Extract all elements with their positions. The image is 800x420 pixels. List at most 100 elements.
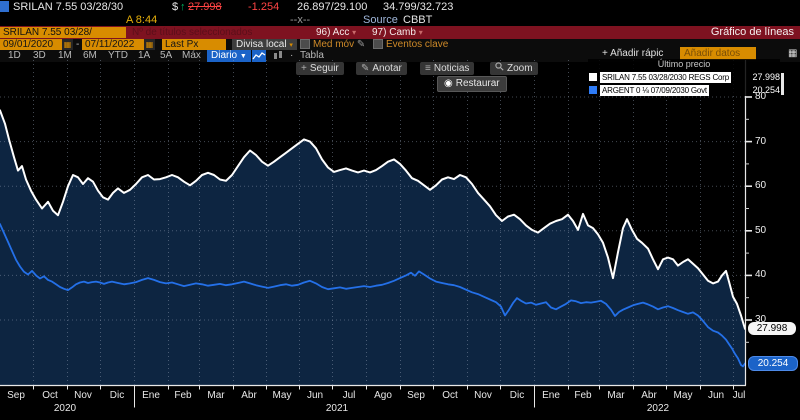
chart-settings-row: 09/01/2020 ▦ - 07/11/2022 ▦ Last Px Divi… bbox=[0, 39, 800, 50]
field-select[interactable]: Last Px bbox=[162, 39, 226, 50]
quote-meta-row: A 8:44 --x-- Source CBBT bbox=[0, 13, 800, 26]
chevron-down-icon: ▾ bbox=[289, 42, 293, 49]
x-axis-month-label: Feb bbox=[574, 390, 592, 401]
frequency-select[interactable]: Diario ▼ bbox=[207, 50, 251, 62]
follow-button[interactable]: + Seguir bbox=[296, 62, 344, 75]
date-to-input[interactable]: 07/11/2022 bbox=[82, 39, 144, 50]
pencil-icon: ✎ bbox=[361, 63, 370, 74]
x-axis-year-label: 2021 bbox=[325, 403, 349, 414]
quick-add-input[interactable]: Añadir datos bbox=[680, 47, 756, 60]
period-6m[interactable]: 6M bbox=[83, 50, 97, 61]
x-axis-month-label: Mar bbox=[207, 390, 225, 401]
menu-edit[interactable]: 97) Camb ▾ bbox=[372, 27, 423, 38]
calendar-icon[interactable]: ▦ bbox=[144, 39, 155, 50]
period-1d[interactable]: 1D bbox=[8, 50, 21, 61]
legend-value: 27.998 bbox=[752, 72, 780, 82]
x-axis-month-label: Mar bbox=[607, 390, 625, 401]
y-axis-tick-label: 30 bbox=[755, 314, 767, 325]
session-indicator: --x-- bbox=[290, 14, 311, 26]
x-axis-month-label: Jul bbox=[342, 390, 356, 401]
last-price-tag-srilan: 27.998 bbox=[748, 322, 796, 335]
last-price-tag-argent: 20.254 bbox=[748, 356, 798, 371]
legend-item-argent[interactable]: ARGENT 0 ⅛ 07/09/2030 Govt 20.254 bbox=[588, 84, 780, 96]
chevron-down-icon: ▾ bbox=[418, 28, 423, 37]
price-currency: $ bbox=[172, 1, 179, 13]
x-axis-month-label: Nov bbox=[474, 390, 492, 401]
news-list-icon: ≡ bbox=[425, 63, 431, 74]
chevron-down-icon: ▼ bbox=[239, 53, 247, 60]
quote-summary-row: SRILAN 7.55 03/28/30 $ ↑ 27.998 -1.254 2… bbox=[0, 0, 800, 13]
line-chart-type-icon[interactable] bbox=[252, 50, 266, 62]
legend-header: Último precio bbox=[657, 59, 711, 69]
dot-separator: · bbox=[290, 50, 294, 61]
checkbox-icon[interactable] bbox=[300, 39, 310, 50]
period-3d[interactable]: 3D bbox=[33, 50, 46, 61]
period-1m[interactable]: 1M bbox=[58, 50, 72, 61]
chart-legend: Último precio SRILAN 7.55 03/28/2030 REG… bbox=[588, 59, 784, 96]
series-swatch-white bbox=[589, 73, 597, 81]
period-1a[interactable]: 1A bbox=[138, 50, 151, 61]
date-from-input[interactable]: 09/01/2020 bbox=[0, 39, 62, 50]
table-button[interactable]: Tabla bbox=[300, 50, 324, 61]
y-axis-tick-label: 40 bbox=[755, 269, 767, 281]
x-axis-month-label: Abr bbox=[241, 390, 257, 401]
line-chart-plot[interactable] bbox=[0, 60, 800, 420]
pencil-icon[interactable]: ✎ bbox=[356, 39, 366, 50]
legend-scrollbar[interactable] bbox=[781, 73, 784, 95]
last-price: 27.998 bbox=[188, 1, 222, 13]
x-axis-month-label: Jun bbox=[306, 390, 324, 401]
x-axis-month-label: Ago bbox=[374, 390, 392, 401]
period-5a[interactable]: 5A bbox=[160, 50, 173, 61]
x-axis-month-label: May bbox=[673, 390, 693, 401]
x-axis-month-label: Ene bbox=[142, 390, 160, 401]
security-class-icon bbox=[0, 1, 9, 12]
annotate-button[interactable]: ✎ Anotar bbox=[356, 62, 407, 75]
legend-item-srilan[interactable]: SRILAN 7.55 03/28/2030 REGS Corp 27.998 bbox=[588, 71, 780, 83]
page-title: Gráfico de líneas bbox=[710, 26, 794, 38]
x-axis-month-label: Oct bbox=[442, 390, 458, 401]
period-ytd[interactable]: YTD bbox=[108, 50, 128, 61]
x-axis-month-label: Sep bbox=[7, 390, 25, 401]
series-swatch-blue bbox=[589, 86, 597, 94]
x-axis-year-label: 2022 bbox=[646, 403, 670, 414]
moving-average-toggle[interactable]: Med móv ✎ bbox=[300, 39, 365, 50]
x-axis-month-label: Ene bbox=[542, 390, 560, 401]
source-value: CBBT bbox=[403, 14, 433, 26]
source-label: Source bbox=[363, 14, 398, 26]
key-events-toggle[interactable]: Eventos clave bbox=[373, 39, 448, 50]
quick-add-button[interactable]: + Añadir rápic bbox=[602, 48, 664, 59]
restore-button[interactable]: ◉ Restaurar bbox=[437, 76, 507, 92]
panel-grid-icon[interactable]: ▦ bbox=[788, 48, 798, 59]
period-max[interactable]: Máx bbox=[182, 50, 201, 61]
x-axis-month-label: Dic bbox=[109, 390, 125, 401]
bid-ask: 26.897/29.100 bbox=[297, 1, 368, 13]
x-axis-month-label: Jun bbox=[707, 390, 725, 401]
price-change: -1.254 bbox=[248, 1, 280, 13]
y-axis-tick-label: 50 bbox=[755, 224, 767, 236]
security-input[interactable]: SRILAN 7.55 03/28/ bbox=[0, 27, 126, 38]
price-up-arrow-icon: ↑ bbox=[180, 1, 186, 13]
legend-value: 20.254 bbox=[752, 85, 780, 95]
news-button[interactable]: ≡ Noticias bbox=[420, 62, 475, 75]
zoom-button[interactable]: Zoom bbox=[490, 62, 538, 75]
yield-values: 34.799/32.723 bbox=[383, 1, 454, 13]
magnifier-icon bbox=[495, 62, 504, 74]
date-separator: - bbox=[76, 39, 80, 50]
y-axis-tick-label: 60 bbox=[755, 180, 767, 192]
calendar-icon[interactable]: ▦ bbox=[62, 39, 73, 50]
x-axis-month-label: Feb bbox=[174, 390, 192, 401]
candlestick-chart-type-icon[interactable] bbox=[272, 50, 284, 66]
currency-select[interactable]: Divisa local ▾ bbox=[232, 39, 297, 50]
menu-actions[interactable]: 96) Acc ▾ bbox=[316, 27, 357, 38]
quote-time: A 8:44 bbox=[126, 14, 158, 26]
legend-label: SRILAN 7.55 03/28/2030 REGS Corp bbox=[600, 71, 732, 83]
x-axis-month-label: Oct bbox=[42, 390, 58, 401]
security-hint: Nº de títulos seleccionados bbox=[132, 27, 253, 38]
x-axis-year-label: 2020 bbox=[53, 403, 77, 414]
plus-icon: + bbox=[301, 63, 307, 74]
checkbox-icon[interactable] bbox=[373, 39, 383, 50]
chevron-down-icon: ▾ bbox=[352, 28, 357, 37]
x-axis-month-label: Nov bbox=[74, 390, 92, 401]
x-axis-month-label: Abr bbox=[641, 390, 657, 401]
